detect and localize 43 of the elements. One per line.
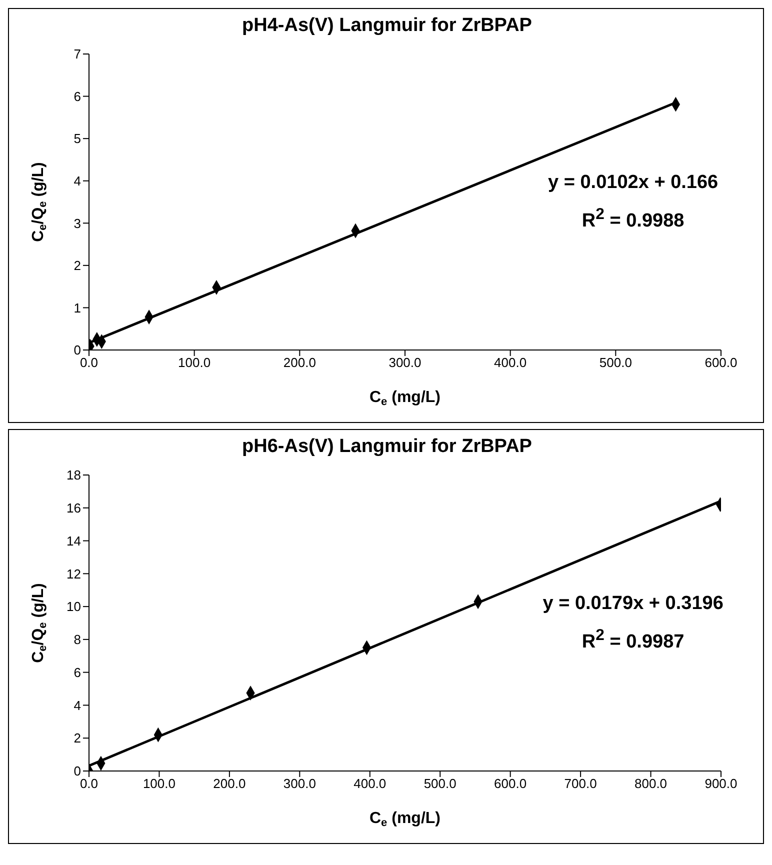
x-tick-label: 600.0 [704,355,738,370]
chart-title: pH6-As(V) Langmuir for ZrBPAP [241,436,533,458]
chart-title: pH4-As(V) Langmuir for ZrBPAP [241,15,533,37]
y-tick-label: 14 [66,533,81,548]
y-tick-label: 12 [66,566,81,582]
x-tick-label: 100.0 [142,776,176,792]
y-tick-label: 5 [74,131,81,146]
annotation: y = 0.0102x + 0.166 [547,170,720,195]
x-tick-label: 0.0 [80,355,98,370]
y-tick-label: 16 [66,500,81,516]
y-tick-label: 10 [66,599,81,614]
x-tick-label: 0.0 [80,776,98,792]
y-tick-label: 1 [74,300,81,316]
y-tick-label: 6 [74,88,81,104]
y-tick-label: 2 [74,258,81,274]
x-tick-label: 800.0 [634,776,668,792]
y-tick-label: 4 [74,698,81,713]
y-tick-label: 0 [74,764,81,779]
x-tick-label: 600.0 [494,776,527,792]
y-tick-label: 3 [74,216,81,231]
y-tick-label: 4 [74,173,81,188]
x-tick-label: 300.0 [283,776,316,792]
annotation: R$^{2}$ = 0.9988 [580,204,686,234]
x-tick-label: 500.0 [424,776,456,792]
x-tick-label: 100.0 [178,355,211,370]
x-axis-title: C$_{e}$ (mg/L) [369,810,441,829]
y-tick-label: 8 [74,632,81,648]
y-tick-label: 2 [74,730,81,746]
y-tick-label: 6 [74,664,81,680]
y-tick-label: 7 [74,46,81,62]
x-tick-label: 700.0 [564,776,597,792]
x-tick-label: 500.0 [599,355,632,370]
x-tick-label: 400.0 [494,355,527,370]
y-tick-label: 0 [74,342,81,358]
annotation: y = 0.0179x + 0.3196 [542,592,724,616]
x-tick-label: 400.0 [354,776,386,792]
x-tick-label: 900.0 [704,776,738,792]
x-tick-label: 200.0 [213,776,246,792]
y-tick-label: 18 [66,468,81,483]
annotation: R$^{2}$ = 0.9987 [580,626,686,654]
x-tick-label: 200.0 [283,355,316,370]
x-tick-label: 300.0 [388,355,422,370]
x-axis-title: C$_{e}$ (mg/L) [369,389,441,408]
